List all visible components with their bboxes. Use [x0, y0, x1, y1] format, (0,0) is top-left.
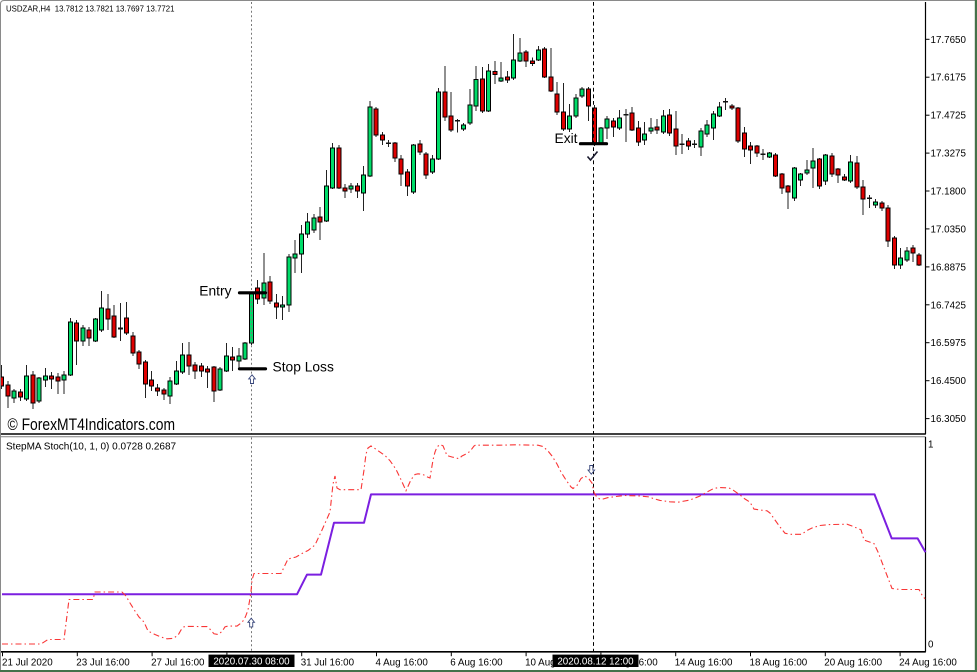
- svg-text:0: 0: [928, 640, 934, 651]
- svg-text:17.0350: 17.0350: [931, 224, 967, 235]
- svg-text:© ForexMT4Indicators.com: © ForexMT4Indicators.com: [8, 415, 176, 434]
- svg-text:16.3050: 16.3050: [931, 414, 967, 425]
- svg-text:20 Aug 16:00: 20 Aug 16:00: [824, 658, 882, 669]
- svg-text:Stop Loss: Stop Loss: [273, 360, 334, 375]
- svg-text:17.6175: 17.6175: [931, 73, 967, 84]
- svg-text:21 Jul 2020: 21 Jul 2020: [2, 658, 53, 669]
- svg-text:2020.07.30 08:00: 2020.07.30 08:00: [213, 657, 290, 668]
- svg-text:Entry: Entry: [199, 284, 231, 299]
- svg-text:16.5975: 16.5975: [931, 338, 967, 349]
- svg-text:16.7425: 16.7425: [931, 300, 967, 311]
- svg-text:16.8875: 16.8875: [931, 262, 967, 273]
- svg-text:2020.08.12 12:00: 2020.08.12 12:00: [557, 657, 634, 668]
- svg-text:18 Aug 16:00: 18 Aug 16:00: [750, 658, 808, 669]
- svg-text:6 Aug 16:00: 6 Aug 16:00: [450, 658, 503, 669]
- svg-text:StepMA Stoch(10, 1, 0) 0.0728: StepMA Stoch(10, 1, 0) 0.0728 0.2687: [6, 442, 177, 453]
- svg-text:17.4725: 17.4725: [931, 111, 967, 122]
- svg-text:17.3275: 17.3275: [931, 149, 967, 160]
- svg-text:4 Aug 16:00: 4 Aug 16:00: [376, 658, 429, 669]
- svg-text:Exit: Exit: [555, 131, 578, 146]
- svg-text:17.7650: 17.7650: [931, 35, 967, 46]
- svg-text:14 Aug 16:00: 14 Aug 16:00: [675, 658, 733, 669]
- svg-text:USDZAR,H4 13.7812 13.7821 13.: USDZAR,H4 13.7812 13.7821 13.7697 13.772…: [6, 4, 175, 14]
- svg-text:24 Aug 16:00: 24 Aug 16:00: [899, 658, 957, 669]
- svg-text:1: 1: [928, 440, 933, 451]
- svg-text:17.1800: 17.1800: [931, 187, 967, 198]
- svg-text:27 Jul 16:00: 27 Jul 16:00: [151, 658, 205, 669]
- svg-text:23 Jul 16:00: 23 Jul 16:00: [76, 658, 130, 669]
- svg-text:31 Jul 16:00: 31 Jul 16:00: [301, 658, 355, 669]
- svg-text:16.4500: 16.4500: [931, 376, 967, 387]
